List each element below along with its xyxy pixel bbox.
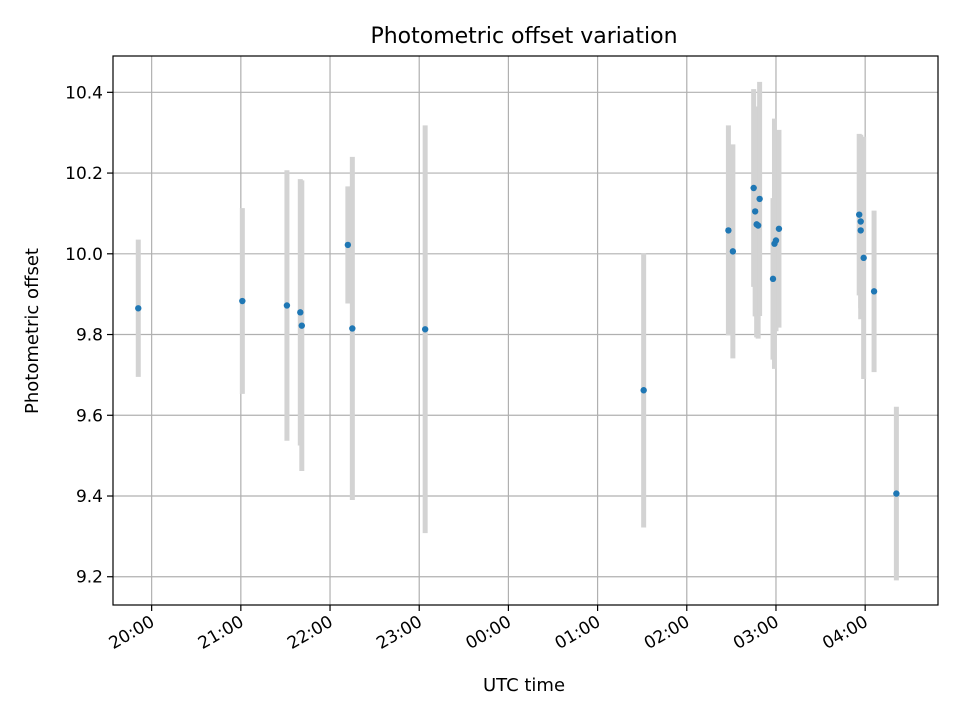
x-tick-label: 21:00 bbox=[195, 612, 247, 654]
data-point bbox=[729, 248, 737, 255]
data-point bbox=[750, 184, 757, 192]
data-point bbox=[239, 297, 246, 305]
x-tick-label: 23:00 bbox=[373, 612, 425, 654]
chart-title: Photometric offset variation bbox=[370, 24, 677, 49]
data-point bbox=[754, 222, 762, 229]
y-tick-label: 9.2 bbox=[76, 568, 103, 588]
y-tick-label: 10.2 bbox=[65, 164, 103, 184]
data-point bbox=[775, 225, 783, 232]
data-point bbox=[857, 218, 864, 225]
x-tick-label: 04:00 bbox=[819, 612, 871, 654]
y-tick-label: 9.6 bbox=[76, 406, 103, 426]
data-point bbox=[135, 305, 142, 312]
data-point bbox=[421, 326, 429, 333]
data-point bbox=[856, 211, 863, 218]
x-tick-label: 00:00 bbox=[462, 612, 514, 654]
y-tick-label: 9.8 bbox=[76, 326, 103, 346]
x-tick-label: 20:00 bbox=[106, 612, 158, 654]
data-point bbox=[857, 227, 864, 234]
x-axis: 20:00 21:00 22:00 23:00 00:00 01:00 02:00 03:00… bbox=[106, 605, 872, 654]
y-axis-label: Photometric offset bbox=[22, 248, 43, 414]
data-point bbox=[860, 254, 867, 262]
x-tick-label: 22:00 bbox=[284, 612, 336, 654]
data-point bbox=[725, 227, 732, 234]
x-tick-label: 03:00 bbox=[730, 612, 782, 654]
data-point bbox=[769, 275, 777, 283]
x-tick-label: 02:00 bbox=[641, 612, 693, 654]
y-tick-label: 10.4 bbox=[65, 83, 103, 103]
data-point bbox=[772, 237, 780, 244]
y-axis: 9.2 9.4 9.6 9.8 10.0 10.2 10.4 bbox=[65, 83, 113, 588]
data-point bbox=[283, 302, 291, 309]
data-point bbox=[349, 325, 356, 332]
y-tick-label: 9.4 bbox=[76, 487, 103, 507]
plot-frame bbox=[112, 55, 939, 606]
data-point bbox=[297, 309, 304, 316]
data-point bbox=[751, 208, 759, 215]
x-axis-label: UTC time bbox=[483, 675, 565, 696]
data-points bbox=[135, 184, 900, 497]
grid-lines bbox=[113, 56, 938, 605]
data-point bbox=[870, 288, 878, 295]
data-point bbox=[640, 387, 647, 394]
x-tick-label: 01:00 bbox=[552, 612, 604, 654]
y-tick-label: 10.0 bbox=[65, 245, 103, 265]
data-point bbox=[756, 195, 763, 203]
data-point bbox=[344, 241, 352, 249]
error-bars bbox=[135, 81, 899, 581]
data-point bbox=[298, 322, 305, 329]
data-point bbox=[893, 490, 900, 497]
